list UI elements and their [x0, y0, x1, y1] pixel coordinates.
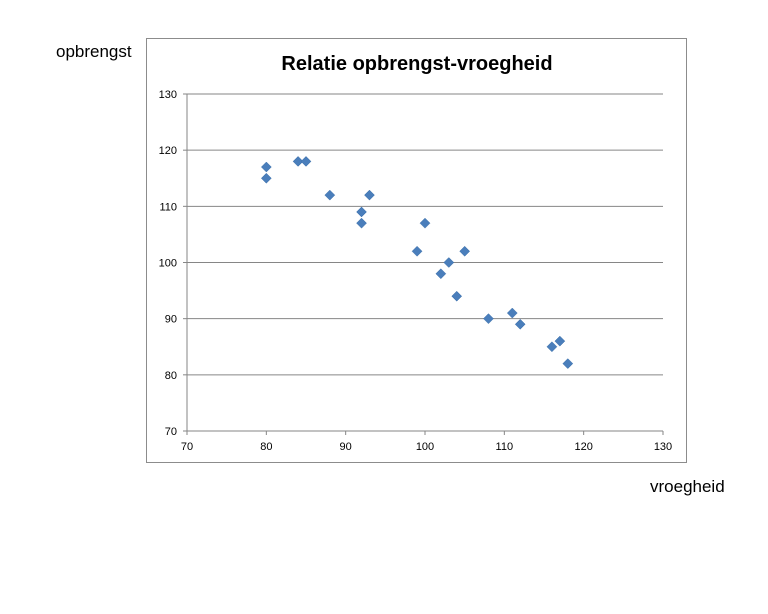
data-point — [546, 341, 558, 353]
data-point — [300, 156, 312, 167]
x-tick-label: 110 — [496, 441, 514, 453]
chart-title: Relatie opbrengst-vroegheid — [281, 53, 552, 75]
y-tick-label: 100 — [159, 258, 177, 270]
y-axis-outer-label: opbrengst — [56, 42, 132, 61]
y-tick-label: 70 — [165, 426, 177, 438]
x-tick-label: 90 — [340, 441, 352, 453]
x-axis-outer-label: vroegheid — [650, 477, 725, 496]
x-tick-label: 120 — [574, 441, 592, 453]
data-point — [324, 189, 336, 201]
data-point — [483, 313, 494, 325]
x-tick-label: 80 — [260, 441, 272, 453]
y-tick-label: 80 — [165, 370, 177, 382]
data-point — [364, 189, 375, 201]
gridlines — [187, 93, 663, 376]
data-point — [356, 217, 367, 229]
data-point — [411, 245, 423, 257]
data-point — [419, 217, 431, 229]
x-tick-label: 70 — [181, 441, 193, 453]
data-point — [356, 206, 367, 218]
data-point — [292, 156, 304, 167]
y-tick-label: 110 — [159, 201, 177, 213]
data-points — [260, 156, 574, 369]
x-tick-label: 100 — [416, 441, 434, 453]
data-point — [260, 161, 272, 173]
tick-labels: 70 80 90 100 110 120 130 70 80 90 100 110 120 130 — [159, 89, 673, 453]
data-point — [451, 290, 463, 302]
y-tick-label: 130 — [159, 89, 177, 101]
y-tick-label: 120 — [159, 145, 177, 157]
data-point — [435, 268, 447, 280]
y-tick-label: 90 — [165, 314, 177, 326]
data-point — [554, 335, 566, 347]
data-point — [459, 245, 471, 257]
x-tick-label: 130 — [654, 441, 672, 453]
chart-area: Relatie opbrengst-vroegheid 70 80 90 100 110… — [146, 38, 687, 463]
data-point — [506, 307, 518, 319]
scatter-chart: Relatie opbrengst-vroegheid 70 80 90 100 110… — [159, 53, 673, 453]
data-point — [562, 358, 574, 369]
data-point — [443, 257, 455, 268]
data-point — [260, 172, 272, 184]
axes — [183, 93, 664, 435]
data-point — [514, 318, 526, 330]
